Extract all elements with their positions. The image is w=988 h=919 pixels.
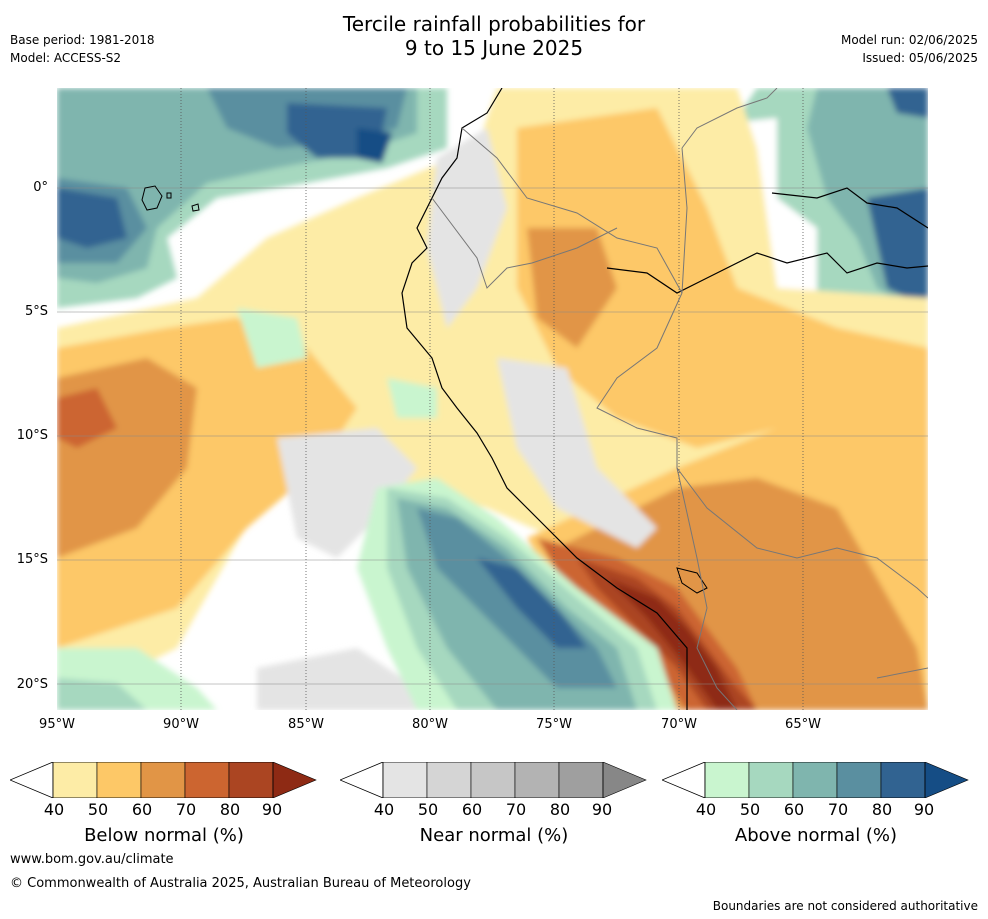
colorbar-above-cell (792, 761, 838, 799)
country-borders (431, 88, 928, 710)
colorbar-above-cell (704, 761, 750, 799)
title-line-2: 9 to 15 June 2025 (404, 36, 584, 60)
rio-negro (771, 187, 928, 229)
colorbar-above-tick: 90 (913, 800, 935, 819)
colorbar-above-cell (748, 761, 794, 799)
colorbar-below-tick: 80 (219, 800, 241, 819)
footer-website: www.bom.gov.au/climate (10, 852, 174, 867)
colorbar-below-cell (52, 761, 98, 799)
meta-left: Base period: 1981-2018 Model: ACCESS-S2 (10, 31, 155, 67)
colorbar-near-tick: 90 (591, 800, 613, 819)
colorbar-below-cell (184, 761, 230, 799)
title-line-1: Tercile rainfall probabilities for (342, 12, 646, 36)
lat-label-15s: 15°S (16, 552, 48, 567)
colorbar-above-low-end (660, 761, 706, 799)
above-region-ne-core (867, 88, 928, 308)
colorbar-near-cell (382, 761, 428, 799)
probability-fields (57, 88, 928, 710)
colorbar-above-cell (880, 761, 926, 799)
near-region-center (277, 428, 417, 558)
lon-label-70w: 70°W (661, 717, 697, 732)
colorbar-above-tick: 40 (695, 800, 717, 819)
colorbar-below-tick: 40 (43, 800, 65, 819)
lon-label-95w: 95°W (39, 717, 75, 732)
coastline (401, 88, 688, 710)
footer-disclaimer: Boundaries are not considered authoritat… (712, 899, 978, 913)
near-region-south (257, 648, 417, 710)
colorbar-near-tick: 80 (549, 800, 571, 819)
above-region-nw-max (357, 128, 392, 163)
lat-label-0: 0° (33, 180, 48, 195)
graticule (57, 88, 928, 710)
model-run: Model run: 02/06/2025 (840, 33, 978, 47)
above-region-sw-80 (477, 558, 587, 648)
colorbar-near-high-end (602, 761, 647, 799)
colorbar-above (660, 761, 970, 799)
colorbar-near-title: Near normal (%) (419, 825, 569, 846)
colorbar-above-title: Above normal (%) (734, 825, 898, 846)
lat-label-5s: 5°S (24, 304, 48, 319)
lon-label-90w: 90°W (163, 717, 199, 732)
lat-label-20s: 20°S (16, 677, 48, 692)
map-canvas (57, 88, 928, 710)
colorbar-above-cell (836, 761, 882, 799)
colorbar-below-tick: 70 (175, 800, 197, 819)
colorbar-below (8, 761, 318, 799)
galapagos-islands (141, 185, 200, 212)
colorbar-above-high-end (924, 761, 969, 799)
probability-map (57, 88, 928, 710)
lon-label-75w: 75°W (536, 717, 572, 732)
colorbar-near-tick: 60 (461, 800, 483, 819)
colorbar-below-title: Below normal (%) (84, 825, 244, 846)
colorbar-near-tick: 50 (417, 800, 439, 819)
lon-label-85w: 85°W (288, 717, 324, 732)
colorbar-above-tick: 60 (783, 800, 805, 819)
meta-right: Model run: 02/06/2025 Issued: 05/06/2025 (841, 31, 978, 67)
below-region-central-60 (57, 228, 617, 558)
colorbar-near-cell (558, 761, 604, 799)
lon-label-65w: 65°W (785, 717, 821, 732)
base-period: Base period: 1981-2018 (10, 33, 155, 47)
colorbar-near-tick: 70 (505, 800, 527, 819)
colorbar-above-tick: 50 (739, 800, 761, 819)
colorbar-below-tick: 60 (131, 800, 153, 819)
above-region-inland (237, 308, 437, 418)
model-name: Model: ACCESS-S2 (10, 51, 122, 65)
colorbar-near-cell (426, 761, 472, 799)
issued-date: Issued: 05/06/2025 (862, 51, 978, 65)
colorbar-near-svg (338, 761, 647, 799)
lake-titicaca (676, 567, 708, 594)
above-region-bl-50 (57, 678, 147, 710)
colorbar-near-low-end (338, 761, 384, 799)
amazon-river (606, 252, 928, 294)
colorbar-near-cell (514, 761, 560, 799)
colorbar-below-tick: 50 (87, 800, 109, 819)
colorbar-below-tick: 90 (261, 800, 283, 819)
colorbar-near-tick: 40 (373, 800, 395, 819)
lat-label-10s: 10°S (16, 428, 48, 443)
near-region-coast (427, 128, 657, 548)
below-region-se-90 (607, 578, 737, 710)
colorbar-below-cell (140, 761, 186, 799)
colorbar-near (338, 761, 648, 799)
colorbar-above-tick: 80 (871, 800, 893, 819)
colorbar-above-tick: 70 (827, 800, 849, 819)
footer-copyright: © Commonwealth of Australia 2025, Austra… (10, 876, 471, 891)
colorbar-below-cell (96, 761, 142, 799)
below-region-central-50 (57, 108, 928, 648)
lon-label-80w: 80°W (412, 717, 448, 732)
map-title: Tercile rainfall probabilities for 9 to … (0, 12, 988, 60)
colorbar-below-svg (8, 761, 317, 799)
above-region-nw-peak (57, 103, 387, 248)
colorbar-above-svg (660, 761, 969, 799)
colorbar-near-cell (470, 761, 516, 799)
colorbar-below-high-end (272, 761, 317, 799)
colorbar-below-cell (228, 761, 274, 799)
below-region-central-70 (57, 388, 117, 448)
colorbar-below-low-end (8, 761, 54, 799)
